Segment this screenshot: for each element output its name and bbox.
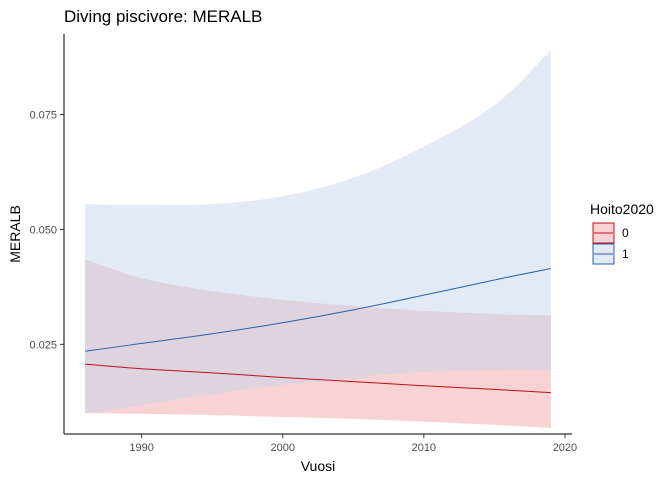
x-tick-label: 1990 bbox=[129, 442, 153, 454]
y-tick-label: 0.050 bbox=[29, 224, 57, 236]
series-line-0 bbox=[85, 363, 551, 394]
legend-item-0: 0 bbox=[592, 222, 629, 244]
legend-title: Hoito2020 bbox=[590, 201, 654, 217]
series-line-1 bbox=[85, 267, 551, 352]
legend-label-0: 0 bbox=[622, 226, 629, 240]
x-tick-label: 2010 bbox=[412, 442, 436, 454]
x-axis-title: Vuosi bbox=[301, 458, 336, 474]
x-ticks: 1990 2000 2010 2020 bbox=[129, 434, 577, 454]
x-tick-label: 2020 bbox=[553, 442, 577, 454]
plot-area bbox=[85, 50, 551, 429]
y-axis-title: MERALB bbox=[7, 205, 23, 263]
x-tick-label: 2000 bbox=[270, 442, 294, 454]
y-ticks: 0.025 0.050 0.075 bbox=[29, 109, 64, 351]
y-tick-label: 0.075 bbox=[29, 109, 57, 121]
y-tick-label: 0.025 bbox=[29, 339, 57, 351]
legend-label-1: 1 bbox=[622, 247, 629, 261]
ci-band-series-1 bbox=[85, 50, 551, 414]
legend-item-1: 1 bbox=[592, 243, 629, 265]
chart-title: Diving piscivore: MERALB bbox=[64, 7, 262, 26]
legend: Hoito2020 0 1 bbox=[590, 201, 654, 265]
